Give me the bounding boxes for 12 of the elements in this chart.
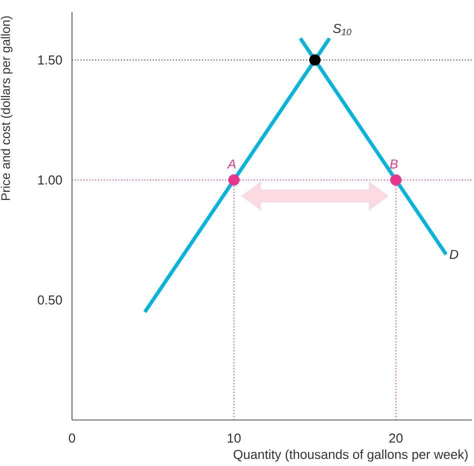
y-tick-label: 0.50 [38,295,62,305]
x-tick-label: 0 [68,434,76,443]
x-tick-label: 20 [389,434,403,443]
annotation: B [390,160,398,168]
annotation: A [226,160,236,168]
series-label: D [450,250,458,259]
y-axis-title: Price and cost (dollars per gallon) [0,16,12,200]
series-label: S$_{10}$ [333,24,352,36]
x-axis-title: Quantity (thousands of gallons per week) [234,450,468,462]
x-tick-label: 10 [228,434,241,443]
y-tick-label: 1.00 [38,175,62,185]
y-tick-label: 1.50 [38,55,62,65]
